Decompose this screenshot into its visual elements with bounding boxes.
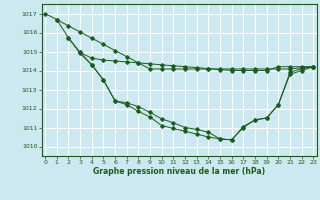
X-axis label: Graphe pression niveau de la mer (hPa): Graphe pression niveau de la mer (hPa) xyxy=(93,167,265,176)
